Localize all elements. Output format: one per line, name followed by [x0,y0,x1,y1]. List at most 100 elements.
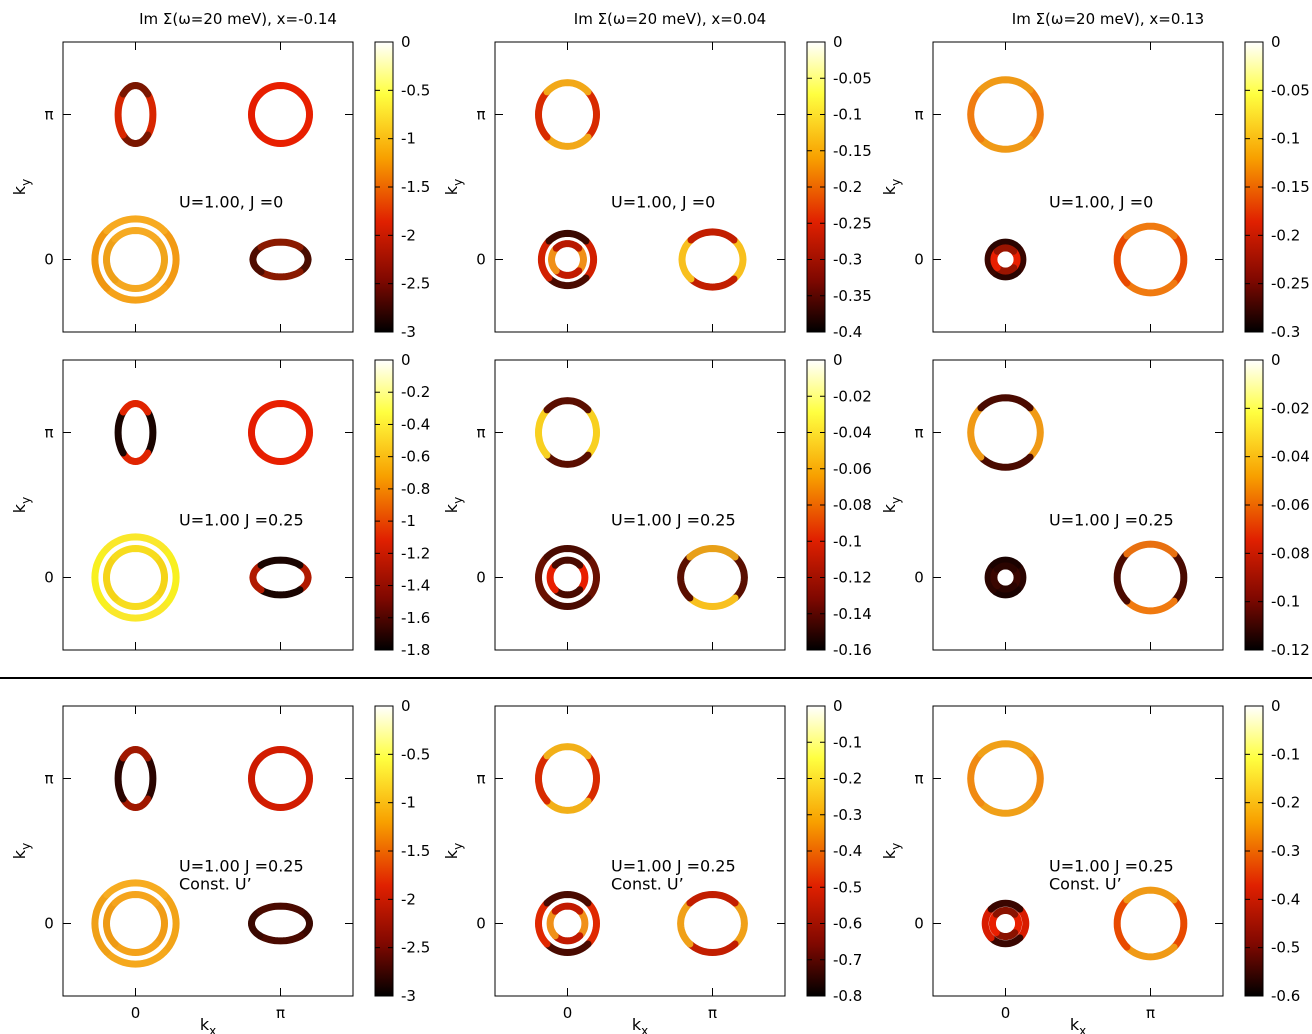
y-tick-label: 0 [476,915,486,933]
colorbar-tick-label: -0.04 [1271,448,1310,466]
pocket-segment [977,799,1034,817]
panel-5: 0 π ky U=1.00 J =0.25 0 -0.02 -0.04 -0.06 -0.08 -… [442,351,872,659]
pocket-y [967,76,1044,153]
colorbar-tick-label: -0.14 [833,605,872,623]
colorbar-tick-label: -1.4 [401,577,430,595]
colorbar-tick-label: -0.1 [1271,745,1300,763]
pocket-segment [1113,550,1131,605]
pocket-segment [111,226,160,243]
colorbar-tick-label: -0.02 [1271,399,1310,417]
colorbar-tick-label: -0.02 [833,387,872,405]
panel-annotation: U=1.00, J =0 [611,192,715,211]
colorbar-tick-label: -0.1 [833,532,862,550]
pocket-segment [249,243,265,276]
pocket-segment [543,397,592,414]
colorbar-tick-label: -0.2 [1271,794,1300,812]
pocket-segment [256,932,305,945]
colorbar-tick-label: -0.3 [833,251,862,269]
pocket-segment [543,544,592,561]
pocket-segment [543,451,592,468]
colorbar-tick-label: -0.5 [401,81,430,99]
colorbar-tick-label: 0 [1271,33,1281,51]
colorbar-tick-label: -0.2 [401,383,430,401]
pocket-segment [257,238,304,251]
pocket-segment [967,404,985,461]
pocket-segment [256,81,305,98]
pocket-segment [1014,561,1027,594]
pocket-segment [119,399,152,416]
colorbar-tick-label: -0.2 [1271,226,1300,244]
colorbar-tick-label: -0.15 [1271,178,1310,196]
pocket-segment [144,754,157,803]
panel-title: Im Σ(ω=20 meV), x=0.04 [574,10,766,28]
pocket-segment [257,268,304,281]
pocket-segment [103,533,168,553]
colorbar: 0 -0.5 -1 -1.5 -2 -2.5 -3 [374,33,430,341]
pocket-segment [1016,905,1030,942]
pocket-segment [257,586,304,599]
y-tick-label: 0 [44,915,54,933]
pocket-segment [967,86,985,143]
pocket-segment [989,556,1022,569]
pocket-x [677,544,748,611]
pocket-segment [103,879,168,899]
pocket-y [967,740,1044,817]
y-tick-label: π [44,770,53,788]
colorbar-tick-label: 0 [833,697,843,715]
colorbar-tick-label: -0.5 [1271,939,1300,957]
y-tick-label: π [44,424,53,442]
plot-frame [62,41,354,333]
colorbar-tick-label: 0 [401,351,411,369]
colorbar-tick-label: -0.1 [1271,130,1300,148]
pocket-m [247,399,314,466]
pocket-segment [160,227,180,292]
pocket-segment [987,899,1024,913]
pocket-gamma-outer [91,879,180,968]
y-tick-label: π [914,424,923,442]
pocket-segment [551,556,584,569]
pocket-segment [256,902,305,915]
pocket-segment [247,90,264,139]
pocket-gamma-outer [534,890,601,957]
pocket-gamma-inner [990,562,1021,593]
x-tick-label: π [708,1004,717,1022]
pocket-segment [114,408,127,457]
colorbar-tick-label: -0.4 [833,323,862,341]
pocket-segment [1123,279,1178,297]
pocket-segment [91,545,111,610]
pocket-segment [119,81,152,98]
colorbar-tick-label: -0.3 [1271,842,1300,860]
plot-frame [932,359,1224,651]
pocket-segment [102,899,119,948]
pocket-segment [296,243,312,276]
y-tick-label: π [914,106,923,124]
pocket-segment [545,274,590,290]
pocket-segment [152,899,169,948]
pocket-segment [545,229,590,245]
pocket-segment [534,752,551,805]
colorbar-tick-label: -0.04 [833,424,872,442]
pocket-segment [992,907,1019,918]
panel-annotation: U=1.00, J =0 [179,192,283,211]
pocket-segment [543,890,592,907]
pocket-segment [256,449,305,466]
pocket-gamma-outer [537,229,598,290]
y-tick-label: 0 [476,251,486,269]
pocket-segment [247,907,264,940]
y-tick-label: 0 [914,251,924,269]
pocket-x [1113,886,1188,961]
colorbar-tick-label: -0.4 [1271,890,1300,908]
panel-annotation: U=1.00 J =0.25 [1049,856,1174,875]
pocket-segment [1170,232,1188,287]
pocket-y [114,399,157,466]
pocket-segment [296,561,312,594]
panel-annotation: U=1.00 J =0.25 [179,510,304,529]
pocket-segment [552,267,583,279]
pocket-gamma-inner [102,226,169,293]
colorbar-tick-label: -0.6 [833,915,862,933]
pocket-gamma-outer [981,899,1030,948]
pocket-y [534,397,601,468]
pocket-segment [543,79,592,96]
pocket-segment [678,236,695,283]
